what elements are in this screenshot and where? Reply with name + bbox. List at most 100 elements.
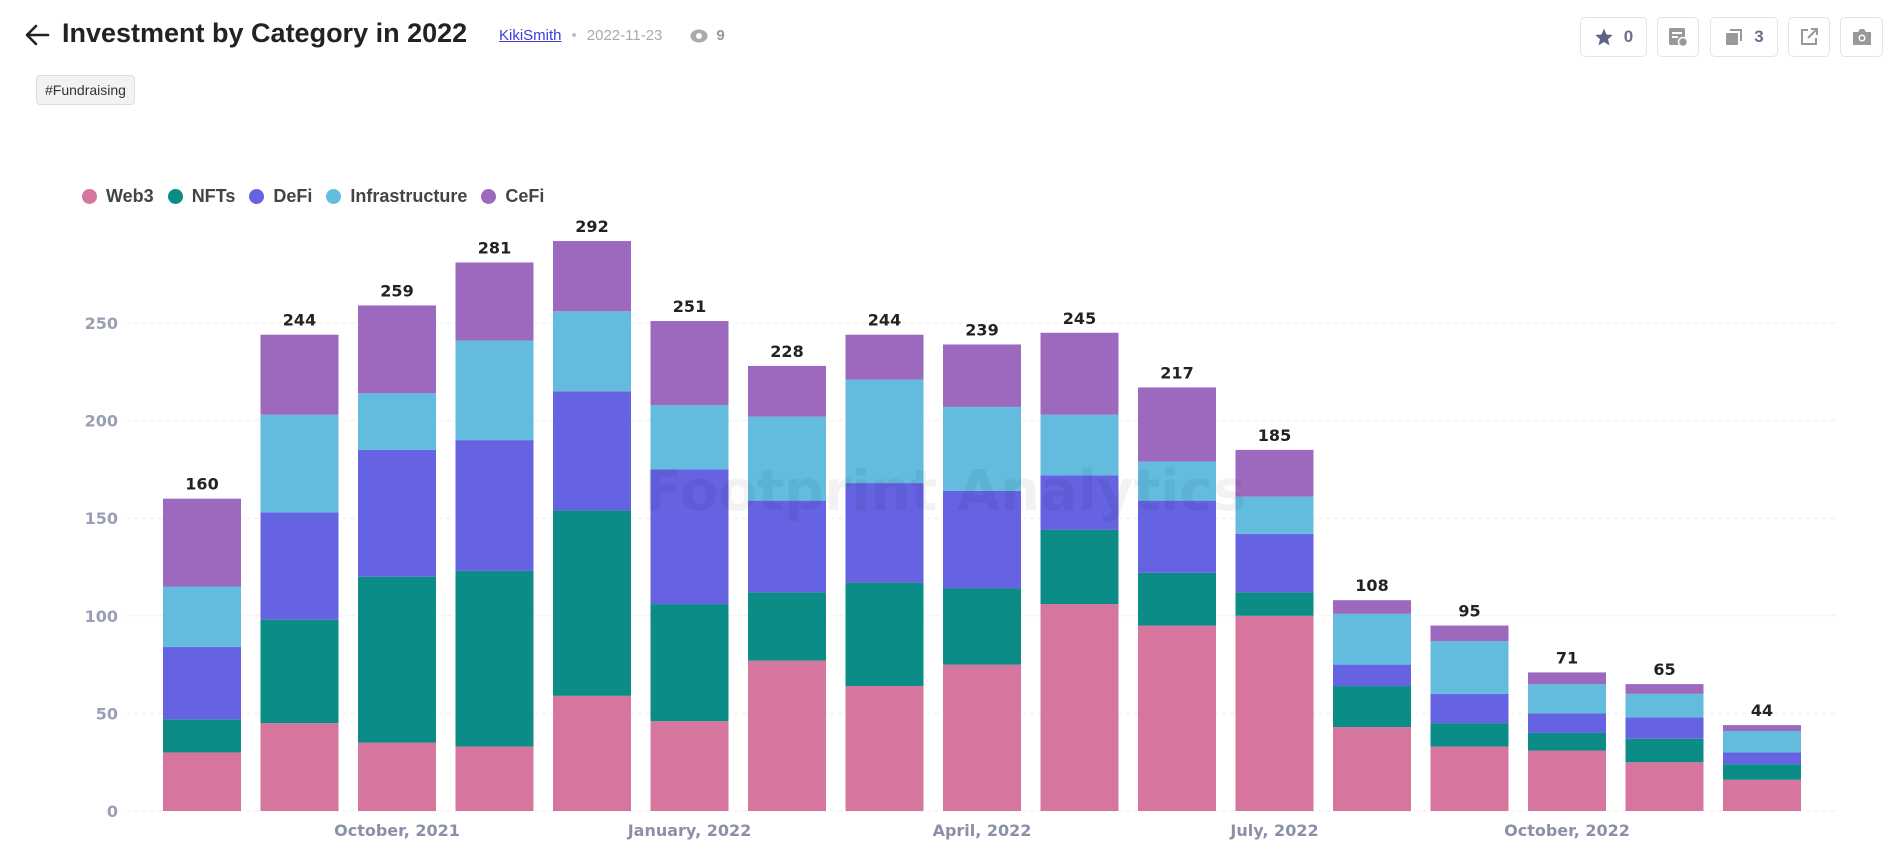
bar-segment-web3[interactable] xyxy=(455,746,534,811)
bar-total-label: 259 xyxy=(380,281,413,300)
screenshot-button[interactable] xyxy=(1840,17,1883,57)
bar-segment-nfts[interactable] xyxy=(943,588,1021,665)
legend-item-web3[interactable]: Web3 xyxy=(82,186,154,207)
bar-segment-cefi[interactable] xyxy=(1138,387,1216,462)
legend-item-infrastructure[interactable]: Infrastructure xyxy=(326,186,467,207)
bar-segment-nfts[interactable] xyxy=(260,619,339,724)
bar-segment-infrastructure[interactable] xyxy=(845,379,924,484)
tag-fundraising[interactable]: #Fundraising xyxy=(36,75,135,105)
bar-segment-nfts[interactable] xyxy=(455,570,534,747)
bar-segment-infrastructure[interactable] xyxy=(358,393,436,450)
bar-segment-infrastructure[interactable] xyxy=(1235,496,1314,534)
bar-segment-cefi[interactable] xyxy=(845,334,924,380)
bar-segment-defi[interactable] xyxy=(1235,533,1314,593)
bar-segment-cefi[interactable] xyxy=(1333,600,1411,614)
bar-segment-infrastructure[interactable] xyxy=(943,406,1021,491)
bar-segment-defi[interactable] xyxy=(650,469,729,605)
bar-segment-infrastructure[interactable] xyxy=(1723,730,1801,753)
bar-segment-web3[interactable] xyxy=(163,752,241,811)
bar-segment-nfts[interactable] xyxy=(1625,738,1704,763)
bar-segment-infrastructure[interactable] xyxy=(1528,684,1606,714)
bar-segment-defi[interactable] xyxy=(260,512,339,620)
bar-segment-cefi[interactable] xyxy=(943,344,1021,407)
bar-segment-web3[interactable] xyxy=(358,742,436,811)
bar-segment-nfts[interactable] xyxy=(845,582,924,687)
bar-segment-nfts[interactable] xyxy=(163,719,241,753)
bar-segment-infrastructure[interactable] xyxy=(1430,641,1509,694)
bar-segment-cefi[interactable] xyxy=(553,241,631,312)
share-button[interactable] xyxy=(1788,17,1830,57)
bar-segment-web3[interactable] xyxy=(260,723,339,811)
bar-segment-nfts[interactable] xyxy=(1138,572,1216,626)
bar-segment-defi[interactable] xyxy=(943,490,1021,589)
bar-segment-cefi[interactable] xyxy=(1723,725,1801,731)
duplicate-button[interactable]: 3 xyxy=(1710,17,1778,57)
bar-segment-nfts[interactable] xyxy=(553,510,631,696)
bar-segment-infrastructure[interactable] xyxy=(650,404,729,470)
bar-segment-nfts[interactable] xyxy=(1040,529,1119,605)
bar-segment-nfts[interactable] xyxy=(1723,764,1801,780)
bar-segment-web3[interactable] xyxy=(1040,604,1119,811)
y-tick-label: 250 xyxy=(85,314,118,333)
bar-segment-infrastructure[interactable] xyxy=(553,311,631,392)
bar-segment-web3[interactable] xyxy=(1625,762,1704,811)
bar-segment-defi[interactable] xyxy=(1528,713,1606,733)
bar-segment-web3[interactable] xyxy=(1235,615,1314,811)
bar-segment-defi[interactable] xyxy=(1723,752,1801,765)
bar-segment-web3[interactable] xyxy=(1333,727,1411,811)
view-query-button[interactable] xyxy=(1657,17,1699,57)
bar-segment-web3[interactable] xyxy=(845,686,924,811)
bar-segment-cefi[interactable] xyxy=(1235,449,1314,497)
bar-segment-infrastructure[interactable] xyxy=(1138,461,1216,501)
bar-segment-nfts[interactable] xyxy=(650,604,729,722)
bar-segment-defi[interactable] xyxy=(358,449,436,577)
bar-segment-defi[interactable] xyxy=(553,391,631,511)
bar-segment-cefi[interactable] xyxy=(1430,625,1509,642)
bar-segment-web3[interactable] xyxy=(748,660,826,811)
back-arrow-icon[interactable] xyxy=(22,20,52,50)
bar-segment-cefi[interactable] xyxy=(650,321,729,405)
bar-segment-cefi[interactable] xyxy=(260,334,339,415)
bar-segment-cefi[interactable] xyxy=(455,262,534,341)
bar-segment-defi[interactable] xyxy=(1430,693,1509,724)
bar-segment-infrastructure[interactable] xyxy=(1040,414,1119,476)
bar-segment-web3[interactable] xyxy=(650,721,729,811)
bar-segment-infrastructure[interactable] xyxy=(748,416,826,501)
legend-item-nfts[interactable]: NFTs xyxy=(167,186,235,207)
bar-segment-defi[interactable] xyxy=(1138,500,1216,573)
bar-segment-defi[interactable] xyxy=(1625,717,1704,739)
bar-segment-web3[interactable] xyxy=(1723,779,1801,811)
bar-segment-web3[interactable] xyxy=(1430,746,1509,811)
bar-segment-nfts[interactable] xyxy=(748,592,826,661)
legend-item-cefi[interactable]: CeFi xyxy=(481,186,544,207)
bar-segment-cefi[interactable] xyxy=(163,498,241,587)
bar-segment-infrastructure[interactable] xyxy=(455,340,534,441)
bar-segment-nfts[interactable] xyxy=(1235,592,1314,616)
author-link[interactable]: KikiSmith xyxy=(499,27,562,44)
bar-segment-defi[interactable] xyxy=(1040,475,1119,530)
bar-segment-defi[interactable] xyxy=(455,440,534,571)
bar-segment-nfts[interactable] xyxy=(1528,732,1606,751)
bar-segment-infrastructure[interactable] xyxy=(1333,613,1411,665)
bar-segment-infrastructure[interactable] xyxy=(1625,693,1704,718)
bar-segment-defi[interactable] xyxy=(748,500,826,593)
bar-segment-web3[interactable] xyxy=(1138,625,1216,811)
bar-segment-defi[interactable] xyxy=(163,647,241,720)
bar-segment-cefi[interactable] xyxy=(748,365,826,417)
bar-segment-nfts[interactable] xyxy=(358,576,436,743)
bar-segment-infrastructure[interactable] xyxy=(260,414,339,513)
bar-segment-cefi[interactable] xyxy=(358,305,436,394)
bar-segment-web3[interactable] xyxy=(1528,750,1606,811)
bar-segment-defi[interactable] xyxy=(1333,664,1411,687)
bar-segment-cefi[interactable] xyxy=(1625,684,1704,694)
bar-segment-infrastructure[interactable] xyxy=(163,586,241,648)
legend-item-defi[interactable]: DeFi xyxy=(249,186,312,207)
bar-segment-web3[interactable] xyxy=(943,664,1021,811)
bar-segment-cefi[interactable] xyxy=(1040,332,1119,415)
bar-segment-cefi[interactable] xyxy=(1528,672,1606,685)
bar-segment-defi[interactable] xyxy=(845,483,924,583)
bar-segment-nfts[interactable] xyxy=(1430,723,1509,747)
favorite-button[interactable]: 0 xyxy=(1580,17,1647,57)
bar-segment-web3[interactable] xyxy=(553,695,631,811)
bar-segment-nfts[interactable] xyxy=(1333,686,1411,728)
